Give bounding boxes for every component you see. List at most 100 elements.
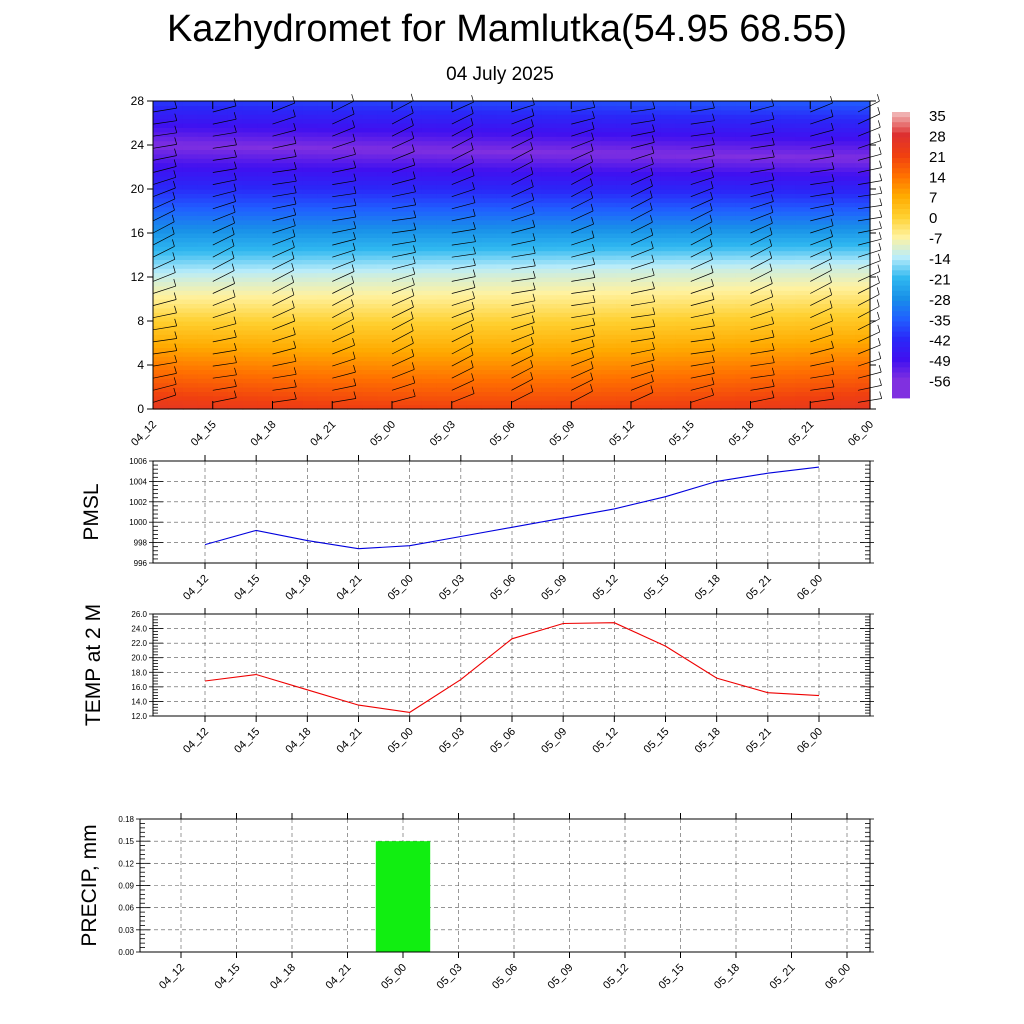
- wind-barb-flag: [351, 287, 354, 295]
- heatmap-cell: [810, 136, 826, 142]
- heatmap-cell: [631, 180, 647, 186]
- heatmap-cell: [421, 316, 438, 322]
- heatmap-cell: [690, 378, 707, 384]
- heatmap-cell: [616, 356, 632, 362]
- wind-barbs: [152, 93, 883, 403]
- heatmap-cell: [586, 140, 602, 146]
- wind-barb-flag: [712, 355, 715, 363]
- wind-barb-flag: [830, 313, 833, 321]
- heatmap-cell: [511, 145, 528, 150]
- wind-barb-flag: [292, 109, 296, 117]
- heatmap-cell: [242, 303, 259, 309]
- heatmap-cell: [362, 369, 378, 375]
- heatmap-cell: [631, 153, 647, 159]
- heatmap-cell: [496, 387, 513, 392]
- heatmap-cell: [675, 237, 692, 243]
- wind-barb-flag: [592, 295, 596, 303]
- x-tick-label: 05_21: [744, 726, 774, 756]
- heatmap-cell: [167, 272, 184, 278]
- y-tick-label: 0: [137, 402, 144, 416]
- wind-barb-flag: [650, 167, 654, 175]
- heatmap-cell: [242, 360, 259, 366]
- heatmap-cell: [810, 149, 826, 155]
- heatmap-cell: [855, 316, 871, 322]
- wind-barb: [630, 301, 655, 306]
- heatmap-cell: [392, 250, 408, 256]
- heatmap-cell: [153, 351, 169, 357]
- colorbar-swatch: [892, 255, 910, 261]
- heatmap-cell: [406, 321, 423, 326]
- heatmap-cell: [825, 395, 841, 401]
- heatmap-cell: [840, 136, 856, 142]
- heatmap-cell: [421, 127, 438, 133]
- heatmap-cell: [317, 325, 333, 331]
- wind-barb: [391, 369, 415, 379]
- heatmap-cell: [840, 149, 856, 155]
- heatmap-cell: [601, 184, 617, 190]
- wind-barb-flag: [829, 275, 832, 283]
- heatmap-cell: [586, 184, 602, 190]
- heatmap-cell: [466, 228, 483, 234]
- heatmap-cell: [153, 307, 169, 313]
- heatmap-cell: [645, 197, 662, 203]
- heatmap-cell: [272, 334, 289, 340]
- heatmap-cell: [272, 272, 289, 278]
- heatmap-cell: [616, 365, 632, 370]
- heatmap-cell: [406, 369, 423, 375]
- heatmap-cell: [780, 241, 796, 247]
- heatmap-cell: [302, 294, 318, 300]
- heatmap-cell: [855, 237, 871, 243]
- heatmap-cell: [705, 351, 722, 357]
- heatmap-cell: [616, 299, 632, 304]
- heatmap-cell: [660, 321, 677, 326]
- heatmap-cell: [780, 171, 796, 177]
- heatmap-cell: [601, 285, 617, 291]
- heatmap-cell: [197, 114, 214, 120]
- heatmap-cell: [197, 312, 214, 318]
- wind-barb: [212, 349, 237, 355]
- heatmap-cell: [601, 255, 617, 260]
- wind-barb-flag: [590, 143, 594, 151]
- wind-barb-flag: [829, 300, 833, 308]
- heatmap-cell: [705, 365, 722, 370]
- heatmap-cell: [347, 321, 363, 326]
- precip-panel-ylabel: PRECIP, mm: [78, 824, 101, 946]
- wind-barb: [272, 320, 295, 331]
- heatmap-cell: [466, 246, 483, 252]
- heatmap-cell: [436, 373, 453, 379]
- heatmap-cell: [601, 140, 617, 146]
- colorbar-swatch: [892, 244, 910, 251]
- heatmap-cell: [660, 356, 677, 362]
- heatmap-cell: [362, 131, 378, 137]
- heatmap-cell: [675, 360, 692, 366]
- heatmap-cell: [481, 334, 498, 340]
- heatmap-cell: [332, 290, 348, 296]
- heatmap-cell: [660, 325, 677, 331]
- heatmap-cell: [451, 109, 468, 115]
- heatmap-cell: [511, 268, 528, 274]
- y-tick-label: 16: [131, 226, 145, 240]
- heatmap-cell: [496, 101, 513, 106]
- heatmap-cell: [645, 237, 662, 243]
- heatmap-cell: [197, 197, 214, 203]
- heatmap-cell: [810, 158, 826, 164]
- wind-barb-flag: [353, 232, 356, 240]
- heatmap-cell: [377, 277, 393, 282]
- heatmap-cell: [840, 109, 856, 115]
- wind-barb-flag: [651, 156, 654, 164]
- heatmap-cell: [347, 400, 363, 406]
- heatmap-cell: [511, 189, 528, 194]
- wind-barb: [630, 142, 655, 149]
- heatmap-cell: [750, 131, 767, 137]
- wind-barb: [571, 150, 594, 161]
- heatmap-cell: [690, 285, 707, 291]
- heatmap-cell: [167, 202, 184, 208]
- heatmap-cell: [451, 294, 468, 300]
- heatmap-cell: [645, 338, 662, 344]
- heatmap-cell: [795, 400, 811, 406]
- heatmap-cell: [317, 180, 333, 186]
- heatmap-cell: [421, 233, 438, 238]
- heatmap-cell: [197, 180, 214, 186]
- heatmap-cell: [660, 263, 677, 269]
- heatmap-cell: [780, 281, 796, 287]
